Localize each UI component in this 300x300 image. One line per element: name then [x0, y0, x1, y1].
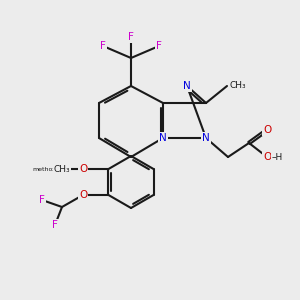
Text: N: N [183, 81, 191, 91]
Text: F: F [128, 32, 134, 42]
Text: –H: –H [272, 152, 283, 161]
Text: O: O [263, 125, 271, 135]
Text: N: N [202, 133, 210, 143]
Text: CH₃: CH₃ [54, 164, 70, 173]
Text: O: O [79, 164, 87, 174]
Text: F: F [100, 41, 106, 51]
Text: F: F [52, 220, 58, 230]
Text: F: F [156, 41, 162, 51]
Text: methoxy: methoxy [32, 167, 60, 172]
Text: O: O [79, 190, 87, 200]
Text: F: F [39, 195, 45, 205]
Text: O: O [263, 152, 271, 162]
Text: CH₃: CH₃ [230, 82, 247, 91]
Text: N: N [159, 133, 167, 143]
